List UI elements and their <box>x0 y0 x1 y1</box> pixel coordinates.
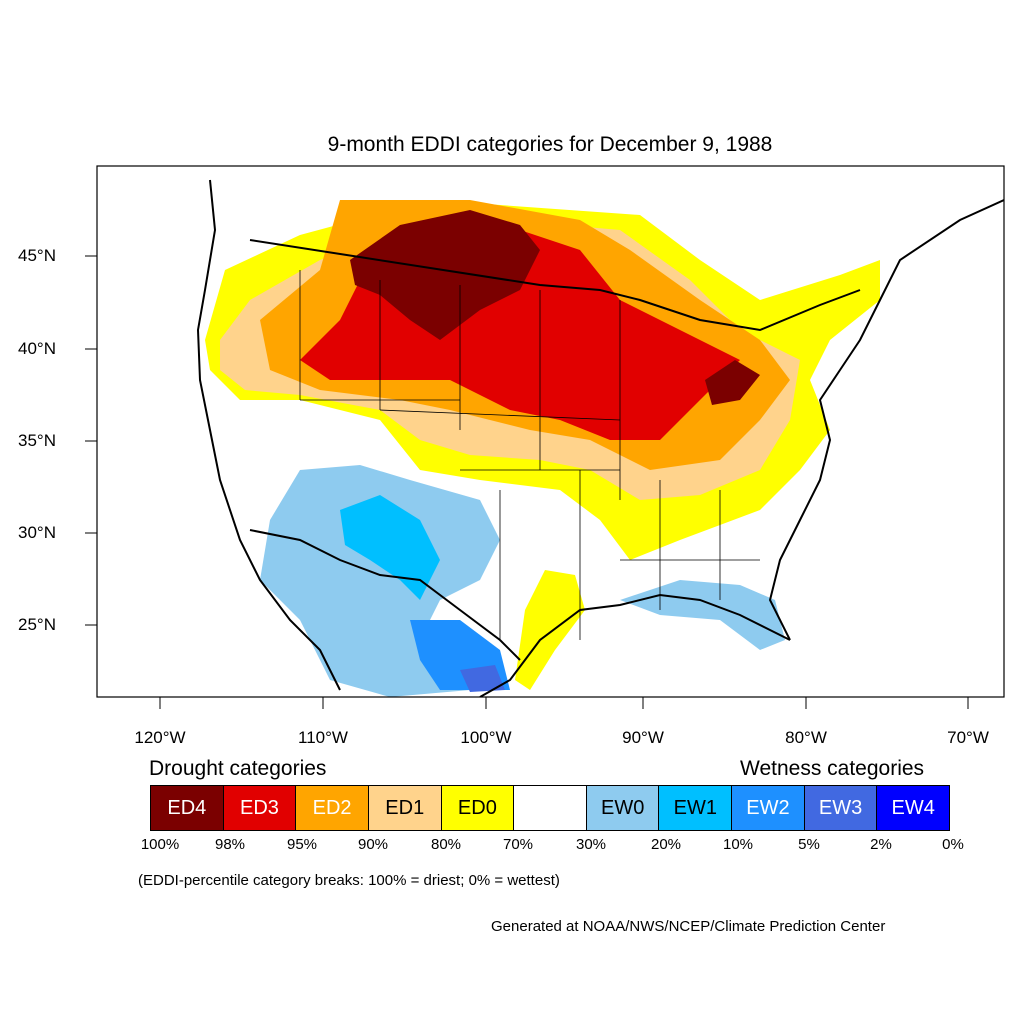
break-label: 2% <box>870 836 892 853</box>
break-label: 30% <box>575 836 607 853</box>
lon-tick-100: 100°W <box>460 728 512 747</box>
wetness-categories-label: Wetness categories <box>740 757 925 780</box>
lon-tick-80: 80°W <box>785 728 827 747</box>
canada-border <box>249 239 861 332</box>
break-label: 5% <box>798 836 820 853</box>
category-legend: ED4 ED3 ED2 ED1 ED0 EW0 EW1 EW2 EW3 EW4 <box>150 785 950 831</box>
lon-tick-70: 70°W <box>947 728 989 747</box>
break-label: 0% <box>942 836 964 853</box>
break-label: 90% <box>357 836 389 853</box>
mexico-border <box>249 529 521 661</box>
lat-tick-35: 35°N <box>18 431 56 450</box>
legend-box-ed4: ED4 <box>151 786 224 830</box>
category-breaks-note: (EDDI-percentile category breaks: 100% =… <box>138 872 560 889</box>
legend-box-ed0: ED0 <box>441 786 515 830</box>
region-ew1 <box>340 495 440 600</box>
region-ed0-texas <box>515 570 585 690</box>
break-label: 95% <box>286 836 318 853</box>
lon-tick-90: 90°W <box>622 728 664 747</box>
lon-tick-120: 120°W <box>134 728 186 747</box>
coastline-west <box>196 179 341 691</box>
drought-categories-label: Drought categories <box>149 757 327 780</box>
lat-tick-30: 30°N <box>18 523 56 542</box>
break-label: 80% <box>430 836 462 853</box>
legend-box-ew3: EW3 <box>804 786 878 830</box>
legend-box-ew0: EW0 <box>586 786 660 830</box>
region-ew0 <box>260 465 500 697</box>
break-label: 10% <box>722 836 754 853</box>
lat-tick-25: 25°N <box>18 615 56 634</box>
map-title: 9-month EDDI categories for December 9, … <box>327 133 773 156</box>
break-label: 100% <box>140 836 180 853</box>
legend-box-ew2: EW2 <box>732 786 805 830</box>
coastline-gulf <box>479 593 791 697</box>
break-label: 98% <box>214 836 246 853</box>
legend-box-ed2: ED2 <box>296 786 369 830</box>
state-lines <box>299 270 760 640</box>
credit-line: Generated at NOAA/NWS/NCEP/Climate Predi… <box>491 918 886 935</box>
region-ew0-southeast <box>620 580 785 650</box>
region-ed4-great-lakes <box>705 360 760 405</box>
coastline-east <box>768 199 1004 641</box>
legend-box-ew4: EW4 <box>877 786 950 830</box>
legend-box-ew1: EW1 <box>659 786 733 830</box>
lat-tick-40: 40°N <box>18 339 56 358</box>
map-frame <box>96 165 1005 698</box>
legend-box-ed3: ED3 <box>223 786 297 830</box>
lat-tick-45: 45°N <box>18 246 56 265</box>
region-ed4 <box>350 210 540 340</box>
legend-box-normal <box>514 786 587 830</box>
break-label: 70% <box>502 836 534 853</box>
region-ew3 <box>460 665 505 692</box>
break-label: 20% <box>650 836 682 853</box>
lon-tick-110: 110°W <box>298 728 348 747</box>
legend-box-ed1: ED1 <box>368 786 442 830</box>
